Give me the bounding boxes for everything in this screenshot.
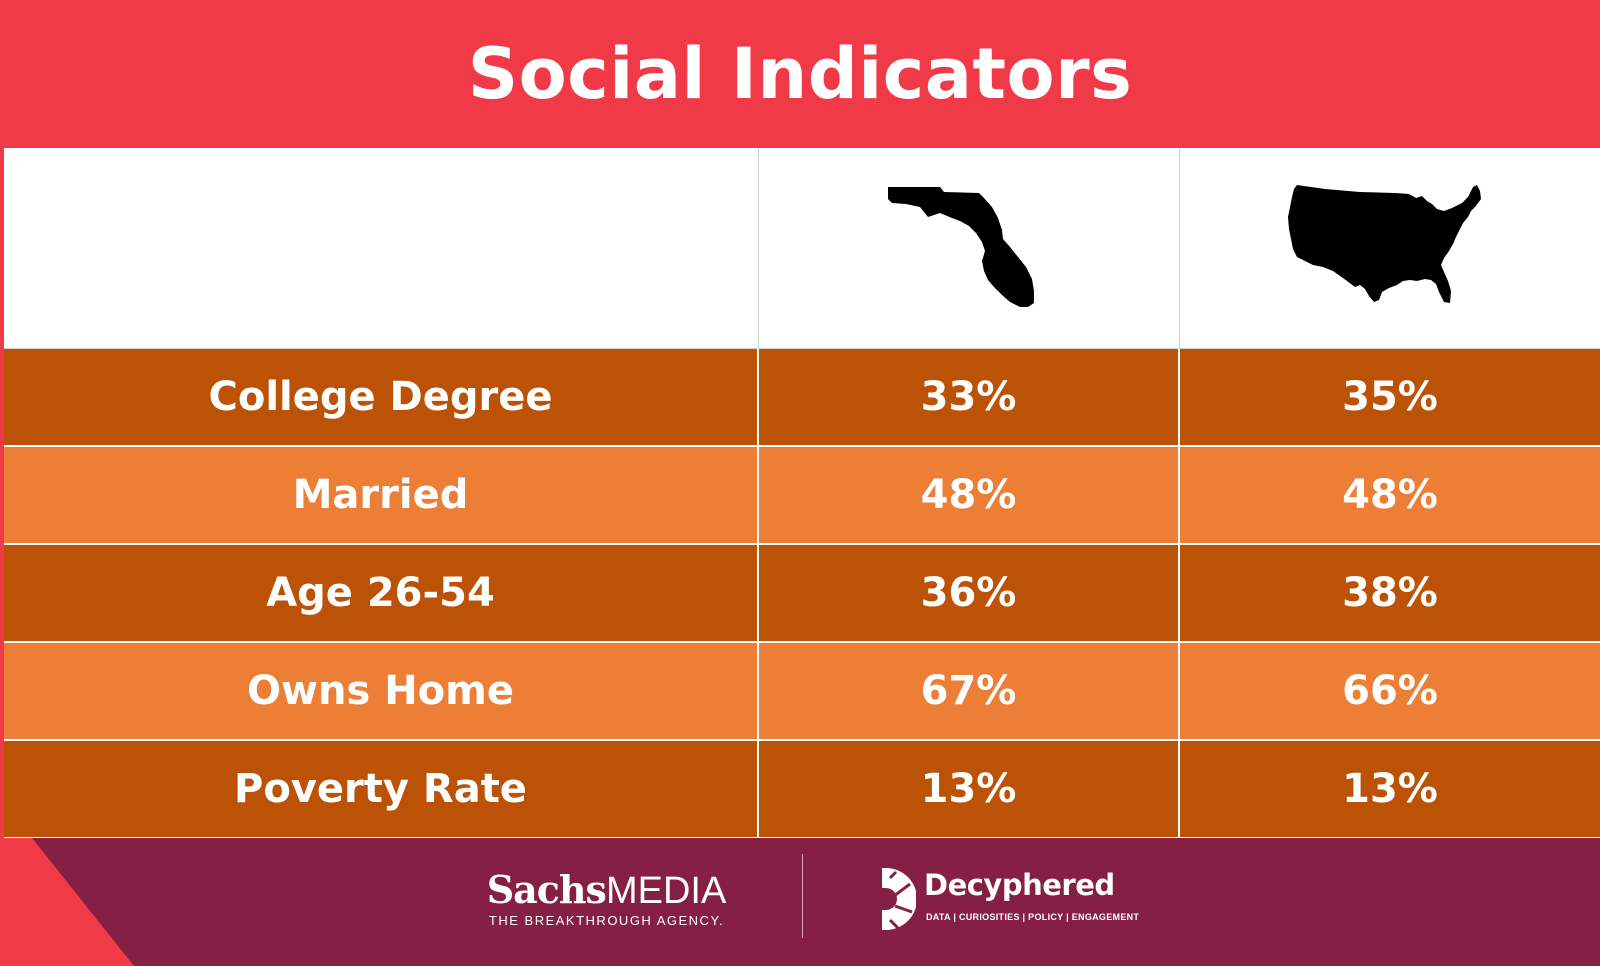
us-value: 66% xyxy=(1342,668,1438,714)
us-value: 35% xyxy=(1342,374,1438,420)
us-value: 38% xyxy=(1342,570,1438,616)
logo-divider xyxy=(802,854,803,938)
page-title: Social Indicators xyxy=(467,33,1133,115)
florida-value: 33% xyxy=(759,349,1180,445)
us-value: 13% xyxy=(1342,766,1438,812)
row-label: Age 26-54 xyxy=(4,545,759,641)
decyphered-wordmark: Decyphered xyxy=(924,868,1115,902)
row-label: Married xyxy=(4,447,759,543)
usa-silhouette-icon xyxy=(1288,184,1481,303)
florida-value: 48% xyxy=(759,447,1180,543)
indicators-table: College Degree 33% 35% Married 48% 48% A… xyxy=(4,148,1600,839)
florida-value: 67% xyxy=(759,643,1180,739)
sachs-media-tagline: THE BREAKTHROUGH AGENCY. xyxy=(488,913,725,928)
header-empty-cell xyxy=(4,148,759,348)
row-label: College Degree xyxy=(4,349,759,445)
us-value: 48% xyxy=(1342,472,1438,518)
florida-value: 13% xyxy=(759,741,1180,837)
table-body: College Degree 33% 35% Married 48% 48% A… xyxy=(4,349,1600,839)
sachs-wordmark-light: MEDIA xyxy=(605,870,727,912)
footer-corner-accent xyxy=(0,838,134,966)
sachs-media-logo: SachsMEDIA THE BREAKTHROUGH AGENCY. xyxy=(484,868,729,929)
table-header-row xyxy=(4,148,1600,349)
header-florida-cell xyxy=(759,148,1180,348)
header-usa-cell xyxy=(1180,148,1600,348)
table-row: College Degree 33% 35% xyxy=(4,349,1600,445)
florida-silhouette-icon xyxy=(888,187,1034,307)
florida-value: 36% xyxy=(759,545,1180,641)
table-row: Married 48% 48% xyxy=(4,445,1600,543)
table-row: Age 26-54 36% 38% xyxy=(4,543,1600,641)
row-label: Poverty Rate xyxy=(4,741,759,837)
sachs-wordmark-bold: Sachs xyxy=(486,867,607,912)
footer-bar: SachsMEDIA THE BREAKTHROUGH AGENCY. Decy… xyxy=(0,838,1600,966)
row-label: Owns Home xyxy=(4,643,759,739)
sachs-media-wordmark: SachsMEDIA xyxy=(484,868,729,913)
decyphered-logo-icon xyxy=(882,868,916,930)
table-row: Owns Home 67% 66% xyxy=(4,641,1600,739)
table-row: Poverty Rate 13% 13% xyxy=(4,739,1600,837)
decyphered-tagline: DATA | CURIOSITIES | POLICY | ENGAGEMENT xyxy=(926,912,1140,922)
